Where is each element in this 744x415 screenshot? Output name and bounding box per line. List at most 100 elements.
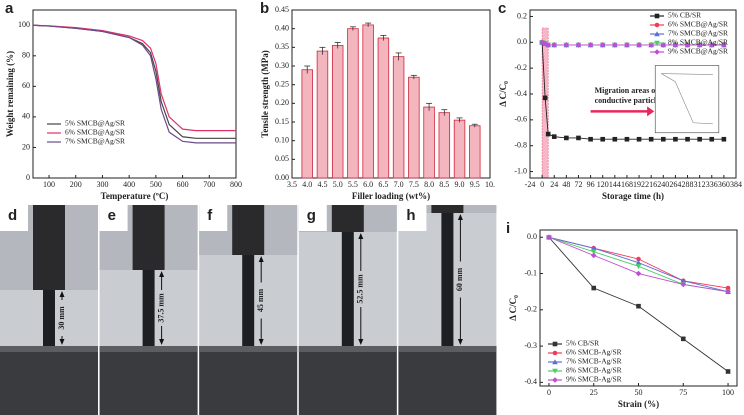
y-tick-label: 100	[18, 20, 30, 29]
arrowhead	[59, 291, 65, 297]
marker	[546, 234, 552, 241]
x-tick-label: 100	[722, 388, 734, 397]
marker	[680, 277, 687, 284]
x-tick-label: 312	[694, 180, 706, 189]
panel-label: h	[406, 207, 415, 224]
marker	[612, 42, 618, 48]
y-tick-label: 0.05	[275, 154, 289, 163]
marker	[673, 136, 678, 142]
specimen	[142, 270, 155, 346]
y-tick-label: -1.0	[514, 166, 527, 175]
photo-annotation: 45 mm	[256, 289, 265, 313]
x-tick-label: 168	[621, 180, 633, 189]
y-tick-label: 60	[22, 81, 30, 90]
specimen	[43, 290, 55, 346]
marker	[542, 95, 548, 101]
x-tick-label: 0	[547, 388, 551, 397]
marker	[563, 42, 570, 48]
marker	[552, 350, 558, 356]
label-box	[99, 205, 128, 231]
panel-label: c	[498, 0, 506, 17]
marker	[590, 245, 597, 251]
x-tick-label: 700	[203, 180, 215, 189]
y-tick-label: 40	[22, 112, 30, 121]
arrowhead	[59, 339, 65, 345]
y-tick-label: 0.25	[275, 79, 289, 88]
bar	[469, 125, 481, 179]
marker	[636, 136, 642, 142]
x-tick-label: 288	[682, 180, 694, 189]
x-tick-label: 96	[587, 180, 595, 189]
x-tick-label: 336	[706, 180, 718, 189]
marker	[635, 263, 642, 270]
marker	[636, 42, 642, 48]
label-box	[199, 205, 228, 231]
arrowhead	[258, 256, 264, 262]
lower-clamp	[0, 346, 98, 415]
y-tick-label: 20	[22, 142, 30, 151]
arrowhead	[159, 271, 165, 277]
x-tick-label: 240	[657, 180, 669, 189]
plot-frame	[32, 9, 237, 179]
y-axis-label: Δ C/C₀	[498, 81, 508, 107]
arrowhead	[358, 339, 364, 345]
marker	[725, 369, 731, 374]
photo-annotation: 52.5 mm	[356, 274, 365, 304]
series-line	[32, 24, 236, 132]
arrowhead	[159, 339, 165, 345]
photo-annotation: 60 mm	[455, 268, 464, 292]
legend-label: 5% CB/SR	[668, 11, 701, 20]
marker	[636, 303, 641, 309]
marker	[590, 249, 597, 255]
inset-line	[661, 73, 713, 75]
y-tick-label: -0.1	[524, 268, 537, 277]
panel-label: f	[207, 207, 213, 224]
bar	[438, 112, 451, 179]
bar	[331, 45, 344, 179]
y-tick-label: -0.8	[514, 141, 527, 150]
lower-clamp-top	[298, 346, 397, 352]
marker	[654, 22, 660, 28]
lower-clamp	[199, 346, 298, 415]
marker	[697, 136, 702, 142]
lower-clamp-top	[99, 346, 198, 352]
lower-clamp-top	[199, 346, 298, 352]
lower-clamp-top	[0, 346, 98, 352]
x-tick-label: 5.0	[333, 180, 343, 189]
y-tick-label: 0.35	[275, 42, 289, 51]
x-tick-label: 400	[123, 180, 135, 189]
legend-label: 7% SMCB-Ag/SR	[566, 357, 622, 366]
marker	[588, 136, 593, 142]
y-tick-label: -0.6	[514, 115, 527, 124]
x-tick-label: 9.5	[470, 180, 480, 189]
annotation: Migration areas of	[595, 86, 659, 95]
panel-label: b	[260, 0, 269, 17]
annotation-bg	[57, 300, 67, 336]
x-tick-label: 48	[562, 180, 570, 189]
marker	[575, 42, 582, 48]
marker	[552, 341, 558, 347]
y-tick-label: 0.10	[275, 135, 289, 144]
x-tick-label: 9.0	[455, 180, 465, 189]
legend-label: 8% SMCB-Ag/SR	[566, 366, 622, 375]
panel-label: d	[8, 207, 17, 224]
bar	[362, 24, 374, 179]
marker	[545, 131, 551, 137]
x-tick-label: 100	[43, 180, 55, 189]
lower-clamp-top	[398, 346, 497, 352]
legend-label: 6% SMCB@Ag/SR	[668, 20, 728, 29]
x-tick-label: 6.5	[378, 180, 388, 189]
marker	[654, 31, 660, 37]
bar	[423, 106, 435, 179]
y-axis-label: Δ C/C₀	[508, 295, 518, 321]
marker	[725, 288, 731, 295]
y-tick-label: 0.15	[275, 117, 289, 126]
y-tick-label: -0.4	[524, 377, 537, 386]
y-tick-label: 0.0	[527, 232, 537, 241]
marker	[648, 136, 654, 142]
marker	[654, 49, 660, 55]
label-box	[398, 205, 427, 231]
marker	[612, 136, 618, 142]
specimen	[441, 213, 454, 346]
